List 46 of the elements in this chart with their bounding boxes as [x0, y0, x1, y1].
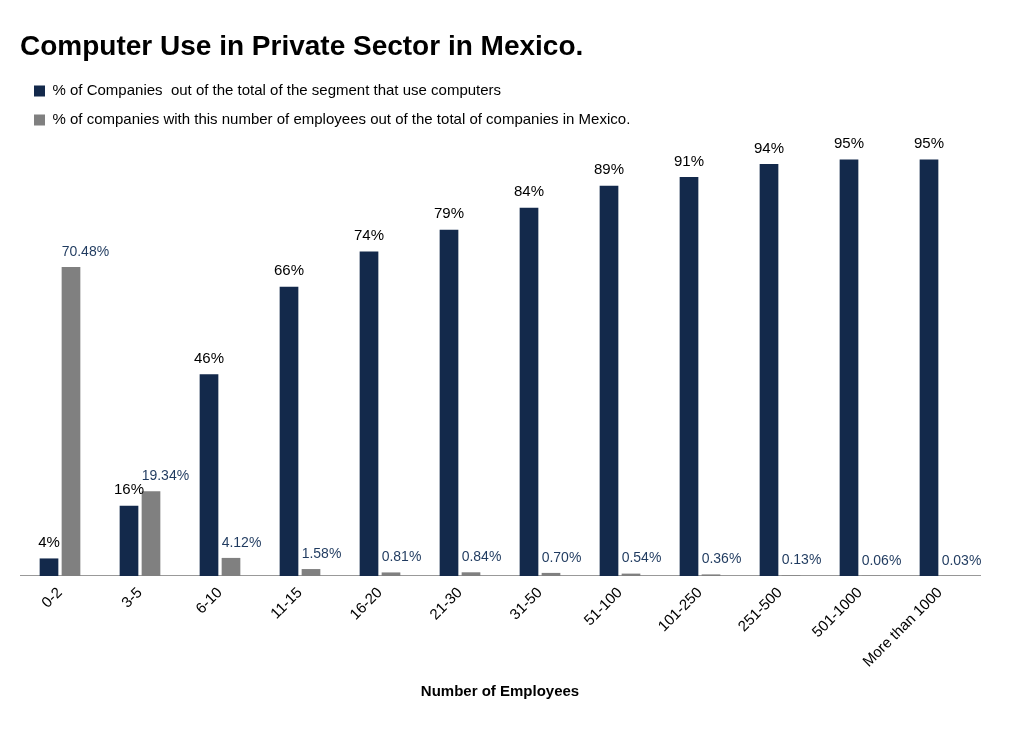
- chart-title: Computer Use in Private Sector in Mexico.: [20, 29, 584, 61]
- x-tick-label: 3-5: [117, 583, 146, 611]
- data-label: 4%: [38, 533, 60, 551]
- bar: [759, 163, 779, 576]
- x-axis-title: Number of Employees: [420, 682, 580, 700]
- data-label: 91%: [673, 151, 705, 169]
- data-label: 0.84%: [461, 548, 502, 565]
- data-label: 0.81%: [381, 548, 422, 565]
- bar: [221, 557, 241, 576]
- data-label: 84%: [513, 182, 545, 200]
- data-label: 0.06%: [861, 551, 902, 568]
- data-label: 66%: [273, 261, 305, 279]
- bar: [919, 159, 939, 576]
- data-label: 89%: [593, 160, 625, 178]
- data-label: 4.12%: [221, 533, 262, 550]
- data-label: 0.13%: [781, 551, 822, 568]
- data-label: 1.58%: [301, 544, 342, 561]
- data-label: 0.70%: [541, 548, 582, 565]
- bar: [279, 286, 299, 576]
- data-label: 0.36%: [701, 550, 742, 567]
- bar: [61, 267, 81, 576]
- bar: [199, 374, 219, 576]
- data-label: 95%: [833, 134, 865, 152]
- data-label: 74%: [353, 226, 385, 244]
- data-label: 46%: [193, 348, 225, 366]
- data-label: 79%: [433, 204, 465, 222]
- x-tick-label: 0-2: [37, 583, 66, 611]
- bar: [439, 229, 459, 576]
- bar: [119, 505, 139, 576]
- legend-label: % of companies with this number of employees out of the total of companies in Mexico.: [52, 110, 631, 128]
- data-label: 95%: [913, 134, 945, 152]
- legend-label: % of Companies out of the total of the segment that use computers: [52, 81, 502, 99]
- bar: [39, 558, 59, 576]
- bar: [461, 572, 481, 576]
- bar: [301, 569, 321, 576]
- data-label: 0.03%: [941, 551, 982, 568]
- data-label: 94%: [753, 138, 785, 156]
- bar: [839, 159, 859, 576]
- data-label: 0.54%: [621, 549, 662, 566]
- bar: [359, 251, 379, 576]
- bar: [599, 185, 619, 576]
- bar: [541, 572, 561, 576]
- bar: [519, 207, 539, 576]
- bar: [381, 572, 401, 576]
- bar: [679, 177, 699, 576]
- data-label: 70.48%: [61, 242, 110, 259]
